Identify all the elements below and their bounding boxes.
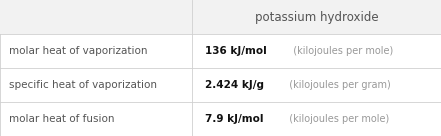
Bar [192,0,441,34]
Text: (kilojoules per mole): (kilojoules per mole) [287,46,393,56]
Text: 136 kJ/mol: 136 kJ/mol [205,46,267,56]
Text: molar heat of fusion: molar heat of fusion [9,114,114,124]
Bar [0,0,192,34]
Text: (kilojoules per mole): (kilojoules per mole) [283,114,389,124]
Text: 7.9 kJ/mol: 7.9 kJ/mol [205,114,264,124]
Text: molar heat of vaporization: molar heat of vaporization [9,46,147,56]
Text: (kilojoules per gram): (kilojoules per gram) [284,80,391,90]
Text: 2.424 kJ/g: 2.424 kJ/g [205,80,264,90]
Text: specific heat of vaporization: specific heat of vaporization [9,80,157,90]
Text: potassium hydroxide: potassium hydroxide [254,10,378,24]
